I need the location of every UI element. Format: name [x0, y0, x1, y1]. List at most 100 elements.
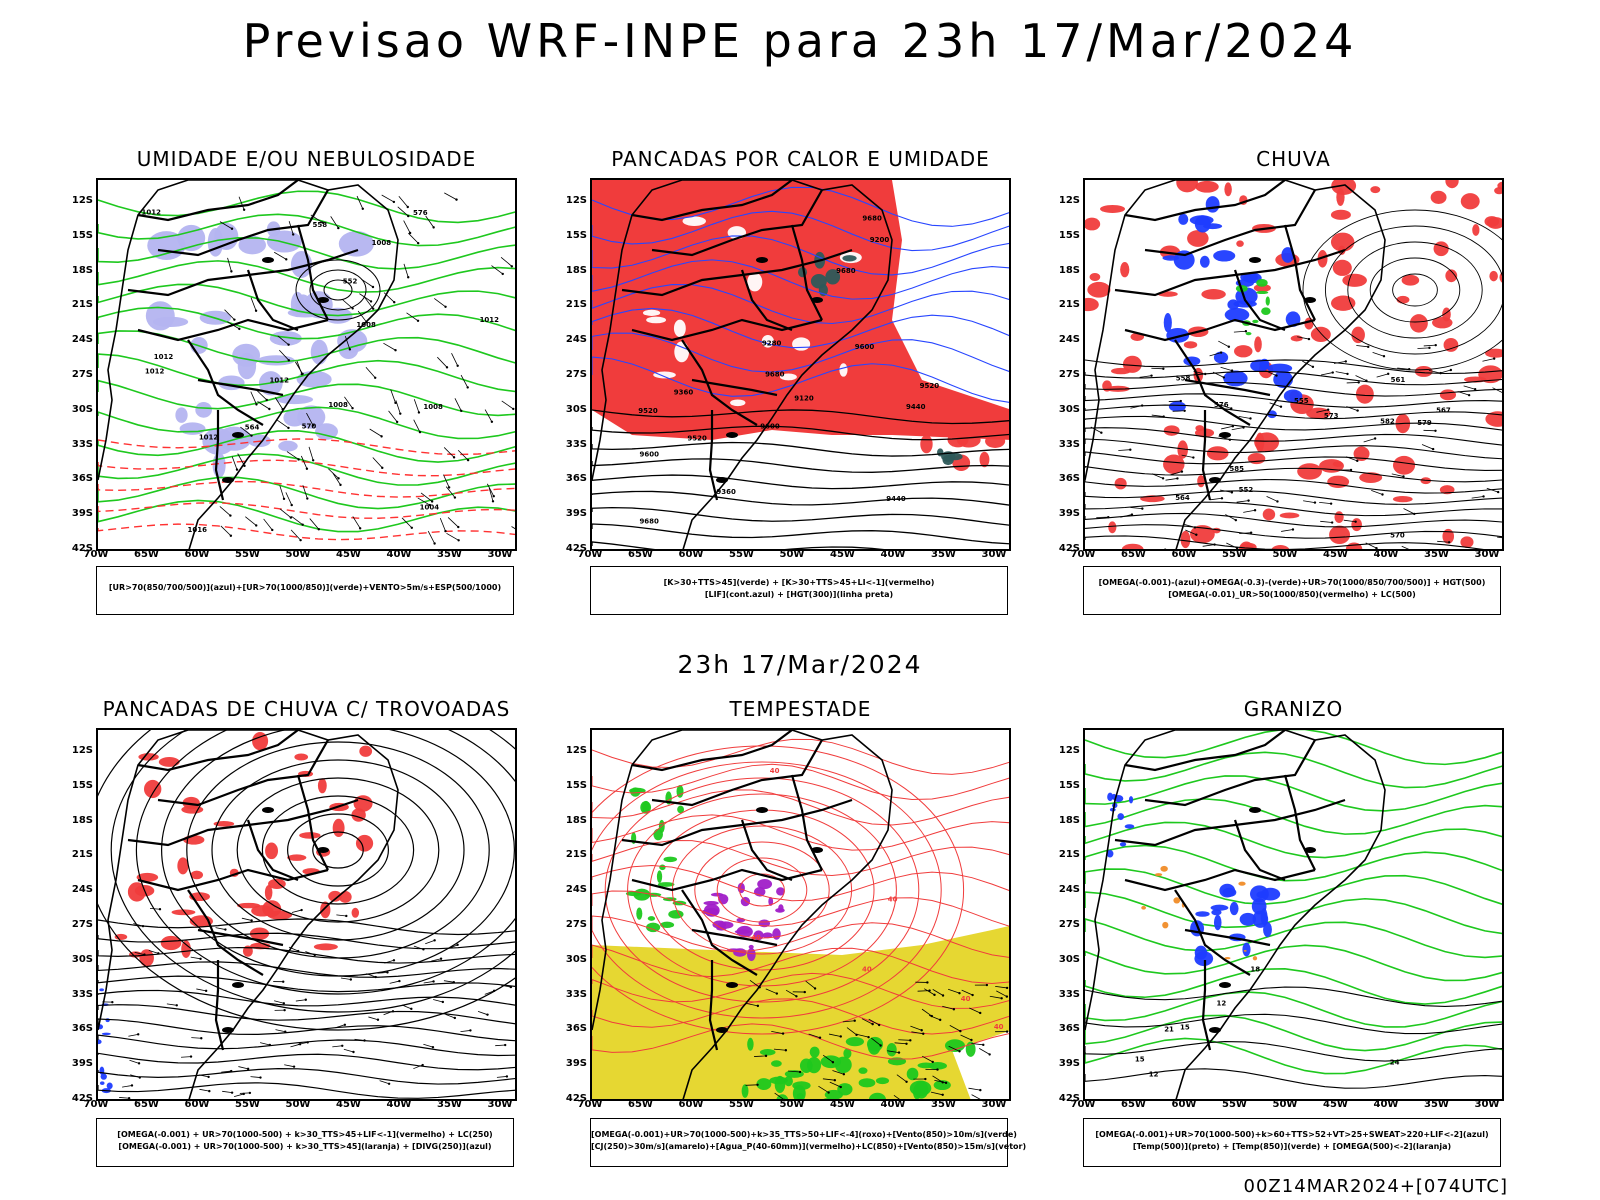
map-plot: 12 15 18 21 24 12 15 — [1085, 730, 1502, 1099]
lat-tick-label: 15S — [1058, 229, 1080, 241]
lat-tick-label: 27S — [1058, 369, 1080, 380]
lat-tick-label: 15S — [1058, 779, 1080, 791]
lat-tick-label: 30S — [71, 953, 93, 965]
contour-label: 1012 — [142, 208, 162, 216]
lat-tick-label: 39S — [565, 508, 587, 520]
contour-label: 576 — [1214, 401, 1229, 409]
lat-tick-label: 21S — [1058, 849, 1080, 861]
contour-label: 552 — [343, 277, 358, 285]
lat-tick-label: 12S — [71, 745, 93, 756]
lon-tick-label: 45W — [1323, 549, 1348, 560]
lon-tick-label: 60W — [678, 549, 704, 560]
map-plot: 9680 9680 9680 9680 9600 9600 9520 9600 9520 9440… — [592, 180, 1009, 549]
contour-label: 585 — [1229, 465, 1244, 473]
contour-label: 40 — [751, 934, 761, 942]
forecast-map: 9680 9680 9680 9680 9600 9600 9520 9600 9520 9440… — [590, 178, 1011, 551]
contour-label: 15 — [1180, 1023, 1190, 1031]
panel-title: CHUVA — [1256, 147, 1331, 171]
contour-label: 1008 — [423, 403, 443, 411]
panel-title: TEMPESTADE — [729, 697, 872, 721]
lat-tick-label: 15S — [565, 229, 587, 241]
contour-label: 12 — [1216, 1000, 1226, 1008]
lat-tick-label: 24S — [71, 884, 93, 896]
lat-tick-label: 18S — [71, 264, 93, 276]
legend-line: [Temp(500)](preto) + [Temp(850)](verde) … — [1132, 1142, 1452, 1151]
forecast-map: 40 40 40 40 40 40 — [590, 728, 1011, 1101]
lat-tick-label: 42S — [1058, 543, 1080, 554]
lat-tick-label: 33S — [565, 438, 587, 450]
panel-title: UMIDADE E/OU NEBULOSIDADE — [136, 147, 477, 171]
contour-label: 40 — [770, 767, 780, 775]
lat-tick-label: 42S — [1058, 1093, 1080, 1104]
contour-label: 1008 — [356, 321, 376, 329]
lon-tick-label: 70W — [577, 549, 603, 560]
contour-label: 561 — [1391, 376, 1406, 384]
lat-tick-label: 21S — [565, 849, 587, 861]
lat-tick-label: 27S — [1058, 919, 1080, 930]
legend-line: [UR>70(850/700/500)](azul)+[UR>70(1000/8… — [108, 583, 502, 592]
forecast-map — [96, 728, 517, 1101]
lat-tick-label: 24S — [1058, 334, 1080, 346]
lat-tick-label: 36S — [71, 1023, 93, 1035]
contour-label: 564 — [1175, 494, 1190, 502]
lat-tick-label: 27S — [565, 919, 587, 930]
panel-legend: [OMEGA(-0.001)-(azul)+OMEGA(-0.3)-(verde… — [1083, 566, 1501, 615]
lon-tick-label: 30W — [487, 549, 513, 560]
lon-tick-label: 60W — [1171, 549, 1197, 560]
lon-tick-label: 50W — [1272, 549, 1298, 560]
panel-legend: [K>30+TTS>45](verde) + [K>30+TTS>45+LI<-… — [590, 566, 1008, 615]
lat-tick-label: 21S — [565, 299, 587, 311]
lat-tick-label: 15S — [565, 779, 587, 791]
lat-tick-label: 24S — [565, 884, 587, 896]
panel-legend: [OMEGA(-0.001)+UR>70(1000-500)+k>35_TTS>… — [590, 1118, 1026, 1167]
contour-label: 18 — [1250, 966, 1260, 974]
lon-tick-label: 45W — [336, 1099, 361, 1110]
contour-label: 9680 — [862, 215, 882, 223]
contour-label: 558 — [1176, 375, 1191, 383]
lon-tick-label: 35W — [931, 1099, 956, 1110]
lat-tick-label: 42S — [565, 543, 587, 554]
lon-tick-label: 40W — [1373, 1099, 1399, 1110]
lon-tick-label: 65W — [1121, 549, 1146, 560]
lon-tick-label: 45W — [830, 1099, 855, 1110]
lon-tick-label: 40W — [880, 549, 906, 560]
lon-tick-label: 45W — [336, 549, 361, 560]
lon-tick-label: 35W — [1424, 549, 1449, 560]
lon-tick-label: 40W — [1373, 549, 1399, 560]
lat-tick-label: 33S — [565, 988, 587, 1000]
lat-tick-label: 30S — [565, 403, 587, 415]
contour-label: 21 — [1164, 1025, 1174, 1033]
contour-label: 24 — [1390, 1058, 1400, 1066]
forecast-map: 1012 1012 1012 1008 1012 1004 1012 1016 1008 1008… — [96, 178, 517, 551]
lat-tick-label: 36S — [1058, 473, 1080, 485]
lon-tick-label: 30W — [981, 1099, 1007, 1110]
lat-tick-label: 18S — [71, 814, 93, 826]
legend-line: [OMEGA(-0.001)+UR>70(1000-500)+k>60+TTS>… — [1095, 1130, 1489, 1139]
lat-tick-label: 39S — [71, 508, 93, 520]
lat-tick-label: 33S — [71, 988, 93, 1000]
lon-tick-label: 55W — [1222, 1099, 1247, 1110]
lon-tick-label: 30W — [981, 549, 1007, 560]
lat-tick-label: 30S — [1058, 953, 1080, 965]
lon-tick-label: 60W — [1171, 1099, 1197, 1110]
lon-tick-label: 40W — [880, 1099, 906, 1110]
contour-label: 1012 — [199, 433, 219, 441]
panel-legend: [UR>70(850/700/500)](azul)+[UR>70(1000/8… — [96, 566, 514, 615]
lon-tick-label: 55W — [729, 549, 754, 560]
lon-tick-label: 65W — [1121, 1099, 1146, 1110]
lon-tick-label: 65W — [134, 549, 159, 560]
forecast-map: 585 582 579 576 573 570 567 564 561 558 555 552 — [1083, 178, 1504, 551]
lat-tick-label: 30S — [565, 953, 587, 965]
lon-tick-label: 50W — [1272, 1099, 1298, 1110]
lat-tick-label: 39S — [1058, 508, 1080, 520]
contour-label: 9680 — [639, 517, 659, 525]
lat-tick-label: 24S — [565, 334, 587, 346]
lat-tick-label: 21S — [71, 299, 93, 311]
lat-tick-label: 18S — [1058, 264, 1080, 276]
contour-label: 15 — [1135, 1055, 1145, 1063]
lon-tick-label: 40W — [386, 549, 412, 560]
lat-tick-label: 12S — [1058, 745, 1080, 756]
panel-legend: [OMEGA(-0.001)+UR>70(1000-500)+k>60+TTS>… — [1083, 1118, 1501, 1167]
lon-tick-label: 55W — [235, 1099, 260, 1110]
lon-tick-label: 35W — [437, 1099, 462, 1110]
